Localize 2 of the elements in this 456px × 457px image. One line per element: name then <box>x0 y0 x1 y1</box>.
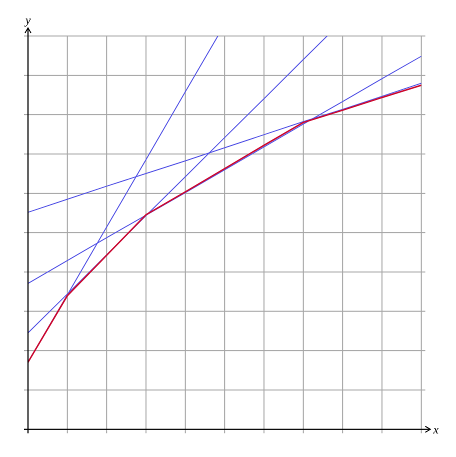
y-axis-title: y <box>24 13 32 27</box>
x-axis-title: x <box>432 422 440 436</box>
